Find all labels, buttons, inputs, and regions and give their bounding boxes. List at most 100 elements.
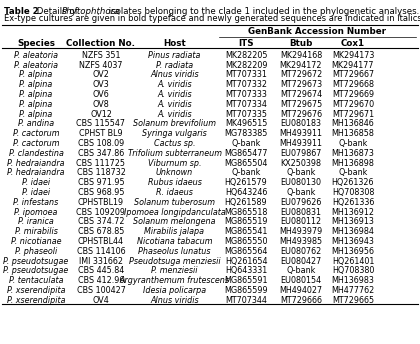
Text: CBS 111725: CBS 111725 <box>76 159 126 168</box>
Text: Host: Host <box>163 39 186 47</box>
Text: MG783385: MG783385 <box>224 129 268 138</box>
Text: Solanum brevifolium: Solanum brevifolium <box>133 119 216 128</box>
Text: OV12: OV12 <box>90 110 112 119</box>
Text: P. clandestina: P. clandestina <box>8 149 63 158</box>
Text: CBS 374.72: CBS 374.72 <box>78 217 124 226</box>
Text: MH477762: MH477762 <box>331 286 375 295</box>
Text: EU080831: EU080831 <box>281 208 321 217</box>
Text: CBS 347.86: CBS 347.86 <box>78 149 124 158</box>
Text: HQ708308: HQ708308 <box>332 188 374 197</box>
Text: HQ708380: HQ708380 <box>332 267 374 276</box>
Text: A. viridis: A. viridis <box>157 80 192 89</box>
Text: P. radiata: P. radiata <box>156 61 193 69</box>
Text: MT729669: MT729669 <box>332 90 374 99</box>
Text: Phaseolus lunatus: Phaseolus lunatus <box>138 247 211 256</box>
Text: Trifolium subterraneum: Trifolium subterraneum <box>128 149 221 158</box>
Text: MT729674: MT729674 <box>280 90 322 99</box>
Text: EU080112: EU080112 <box>281 217 322 226</box>
Text: A. viridis: A. viridis <box>157 110 192 119</box>
Text: CPHST BL9: CPHST BL9 <box>79 129 123 138</box>
Text: MT729668: MT729668 <box>332 80 374 89</box>
Text: P. alpina: P. alpina <box>19 110 52 119</box>
Text: CBS 118732: CBS 118732 <box>76 169 126 178</box>
Text: P. alpina: P. alpina <box>19 71 52 79</box>
Text: MT729670: MT729670 <box>332 100 374 109</box>
Text: NZFS 351: NZFS 351 <box>82 51 120 60</box>
Text: CBS 971.95: CBS 971.95 <box>78 178 124 187</box>
Text: CBS 100427: CBS 100427 <box>76 286 126 295</box>
Text: Ex-type cultures are given in bold typeface and newly generated sequences are in: Ex-type cultures are given in bold typef… <box>4 14 420 23</box>
Text: MT729665: MT729665 <box>332 296 374 305</box>
Text: Alnus viridis: Alnus viridis <box>150 296 199 305</box>
Text: Q-bank: Q-bank <box>231 169 261 178</box>
Text: MH136912: MH136912 <box>331 208 375 217</box>
Text: MG865504: MG865504 <box>224 159 268 168</box>
Text: Viburnum sp.: Viburnum sp. <box>148 159 201 168</box>
Text: MT707331: MT707331 <box>225 71 267 79</box>
Text: MH136913: MH136913 <box>331 217 375 226</box>
Text: CBS 108.09: CBS 108.09 <box>78 139 124 148</box>
Text: Idesia policarpa: Idesia policarpa <box>143 286 206 295</box>
Text: P. cactorum: P. cactorum <box>13 129 59 138</box>
Text: OV4: OV4 <box>93 296 109 305</box>
Text: Mirabilis jalapa: Mirabilis jalapa <box>144 227 205 236</box>
Text: CBS 412.96: CBS 412.96 <box>78 276 124 285</box>
Text: MH493985: MH493985 <box>279 237 323 246</box>
Text: Q-bank: Q-bank <box>231 139 261 148</box>
Text: Pinus radiata: Pinus radiata <box>148 51 201 60</box>
Text: MK294172: MK294172 <box>280 61 322 69</box>
Text: EU080183: EU080183 <box>281 119 321 128</box>
Text: MG865519: MG865519 <box>224 217 268 226</box>
Text: MT729676: MT729676 <box>280 110 322 119</box>
Text: CPHSTBL44: CPHSTBL44 <box>78 237 124 246</box>
Text: P. alpina: P. alpina <box>19 90 52 99</box>
Text: CBS 445.84: CBS 445.84 <box>78 267 124 276</box>
Text: EU080154: EU080154 <box>281 276 322 285</box>
Text: A. viridis: A. viridis <box>157 90 192 99</box>
Text: EU080427: EU080427 <box>281 257 322 266</box>
Text: P. hedraiandra: P. hedraiandra <box>7 169 65 178</box>
Text: Alnus viridis: Alnus viridis <box>150 71 199 79</box>
Text: P. aleatoria: P. aleatoria <box>14 61 58 69</box>
Text: Table 2.: Table 2. <box>4 7 42 16</box>
Text: KX250398: KX250398 <box>281 159 321 168</box>
Text: HQ643331: HQ643331 <box>225 267 267 276</box>
Text: P. idaei: P. idaei <box>22 188 50 197</box>
Text: MG865541: MG865541 <box>224 227 268 236</box>
Text: Cactus sp.: Cactus sp. <box>154 139 195 148</box>
Text: OV8: OV8 <box>93 100 109 109</box>
Text: HQ643246: HQ643246 <box>225 188 267 197</box>
Text: Unknown: Unknown <box>156 169 193 178</box>
Text: OV2: OV2 <box>92 71 110 79</box>
Text: MH493979: MH493979 <box>279 227 323 236</box>
Text: MH493911: MH493911 <box>279 139 323 148</box>
Text: CPHSTBL19: CPHSTBL19 <box>78 198 124 207</box>
Text: Collection No.: Collection No. <box>66 39 136 47</box>
Text: P. alpina: P. alpina <box>19 100 52 109</box>
Text: MH136846: MH136846 <box>332 119 374 128</box>
Text: MK282205: MK282205 <box>225 51 267 60</box>
Text: MT729675: MT729675 <box>280 100 322 109</box>
Text: Q-bank: Q-bank <box>339 169 368 178</box>
Text: Syringa vulgaris: Syringa vulgaris <box>142 129 207 138</box>
Text: HQ261326: HQ261326 <box>332 178 374 187</box>
Text: MT729671: MT729671 <box>332 110 374 119</box>
Text: MK496515: MK496515 <box>225 119 267 128</box>
Text: MG865550: MG865550 <box>224 237 268 246</box>
Text: HQ261401: HQ261401 <box>332 257 374 266</box>
Text: HQ261589: HQ261589 <box>225 198 267 207</box>
Text: P. aleatoria: P. aleatoria <box>14 51 58 60</box>
Text: MT729673: MT729673 <box>280 80 322 89</box>
Text: CBS 968.95: CBS 968.95 <box>78 188 124 197</box>
Text: NZFS 4037: NZFS 4037 <box>79 61 123 69</box>
Text: Q-bank: Q-bank <box>286 188 316 197</box>
Text: P. phaseoli: P. phaseoli <box>15 247 57 256</box>
Text: MH136943: MH136943 <box>331 237 375 246</box>
Text: MT707344: MT707344 <box>225 296 267 305</box>
Text: ITS: ITS <box>238 39 254 47</box>
Text: MK294177: MK294177 <box>332 61 374 69</box>
Text: Nicotiana tabacum: Nicotiana tabacum <box>137 237 212 246</box>
Text: P. nicotianae: P. nicotianae <box>11 237 61 246</box>
Text: GenBank Accession Number: GenBank Accession Number <box>249 28 386 36</box>
Text: MG865518: MG865518 <box>224 208 268 217</box>
